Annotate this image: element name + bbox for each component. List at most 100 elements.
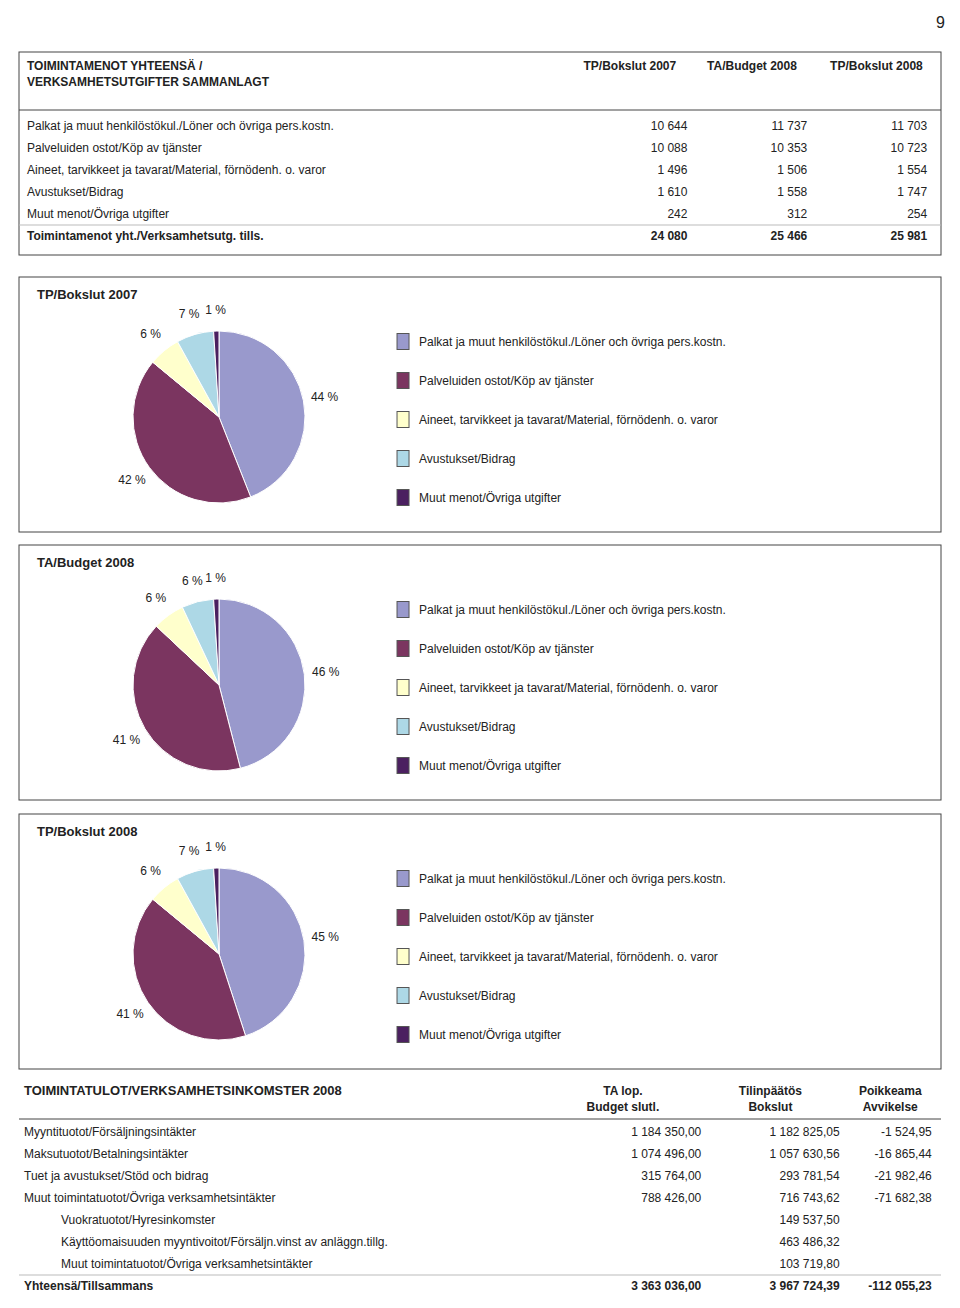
legend-swatch bbox=[397, 641, 409, 657]
cell-value: 315 764,00 bbox=[641, 1169, 701, 1183]
cell-value: 103 719,80 bbox=[780, 1257, 840, 1271]
row-label: Myyntituotot/Försäljningsintäkter bbox=[24, 1125, 196, 1139]
cell-value: 1 074 496,00 bbox=[631, 1147, 701, 1161]
legend-swatch bbox=[397, 451, 409, 467]
cell-value: 1 747 bbox=[897, 185, 927, 199]
cell-value: 1 182 825,05 bbox=[770, 1125, 840, 1139]
legend-swatch bbox=[397, 719, 409, 735]
legend: Palkat ja muut henkilöstökul./Löner och … bbox=[397, 871, 726, 1043]
cell-value: 254 bbox=[907, 207, 927, 221]
data-label: 44 % bbox=[311, 390, 339, 404]
row-label: Käyttöomaisuuden myyntivoitot/Försäljn.v… bbox=[61, 1235, 388, 1249]
cell-value: -16 865,44 bbox=[874, 1147, 932, 1161]
legend: Palkat ja muut henkilöstökul./Löner och … bbox=[397, 602, 726, 774]
cell-value: 242 bbox=[667, 207, 687, 221]
cell-value: 1 558 bbox=[777, 185, 807, 199]
panel-border bbox=[19, 545, 941, 800]
row-divider bbox=[19, 1275, 941, 1276]
cell-value: 293 781,54 bbox=[780, 1169, 840, 1183]
legend-swatch bbox=[397, 490, 409, 506]
column-header: Poikkeama bbox=[859, 1084, 922, 1098]
expenses-table: TOIMINTAMENOT YHTEENSÄ /VERKSAMHETSUTGIF… bbox=[19, 52, 941, 255]
cell-value: 149 537,50 bbox=[780, 1213, 840, 1227]
cell-value: 24 080 bbox=[651, 229, 688, 243]
column-header: TP/Bokslut 2007 bbox=[583, 59, 676, 73]
pie-panel: TP/Bokslut 200845 %41 %6 %7 %1 %Palkat j… bbox=[19, 814, 941, 1069]
data-label: 41 % bbox=[113, 733, 141, 747]
pie-title: TP/Bokslut 2008 bbox=[37, 824, 137, 839]
legend-swatch bbox=[397, 871, 409, 887]
pie-slice bbox=[178, 868, 219, 954]
row-label: Toimintamenot yht./Verksamhetsutg. tills… bbox=[27, 229, 264, 243]
legend-label: Palkat ja muut henkilöstökul./Löner och … bbox=[419, 335, 726, 349]
legend-label: Muut menot/Övriga utgifter bbox=[419, 1028, 561, 1042]
row-label: Aineet, tarvikkeet ja tavarat/Material, … bbox=[27, 163, 326, 177]
pie-panel: TA/Budget 200846 %41 %6 %6 %1 %Palkat ja… bbox=[19, 545, 941, 800]
cell-value: 788 426,00 bbox=[641, 1191, 701, 1205]
table-border bbox=[19, 52, 941, 255]
data-label: 6 % bbox=[140, 864, 161, 878]
panel-border bbox=[19, 814, 941, 1069]
data-label: 1 % bbox=[205, 571, 226, 585]
cell-value: 312 bbox=[787, 207, 807, 221]
cell-value: 10 353 bbox=[771, 141, 808, 155]
cell-value: 1 496 bbox=[657, 163, 687, 177]
row-label: Muut menot/Övriga utgifter bbox=[27, 207, 169, 221]
data-label: 46 % bbox=[312, 665, 340, 679]
page-number: 9 bbox=[936, 14, 945, 31]
column-header: TA/Budget 2008 bbox=[707, 59, 797, 73]
cell-value: 1 057 630,56 bbox=[770, 1147, 840, 1161]
cell-value: 1 184 350,00 bbox=[631, 1125, 701, 1139]
legend-label: Avustukset/Bidrag bbox=[419, 452, 516, 466]
legend-swatch bbox=[397, 373, 409, 389]
row-label: Yhteensä/Tillsammans bbox=[24, 1279, 153, 1293]
column-header: TA lop. bbox=[603, 1084, 642, 1098]
legend-label: Avustukset/Bidrag bbox=[419, 720, 516, 734]
cell-value: 463 486,32 bbox=[780, 1235, 840, 1249]
legend-label: Aineet, tarvikkeet ja tavarat/Material, … bbox=[419, 681, 718, 695]
legend-label: Avustukset/Bidrag bbox=[419, 989, 516, 1003]
legend-swatch bbox=[397, 602, 409, 618]
data-label: 45 % bbox=[311, 930, 339, 944]
data-label: 6 % bbox=[140, 327, 161, 341]
data-label: 1 % bbox=[205, 303, 226, 317]
cell-value: 10 723 bbox=[890, 141, 927, 155]
cell-value: 10 644 bbox=[651, 119, 688, 133]
cell-value: -71 682,38 bbox=[874, 1191, 932, 1205]
row-label: Muut toimintatuotot/Övriga verksamhetsin… bbox=[24, 1191, 275, 1205]
income-table: TOIMINTATULOT/VERKSAMHETSINKOMSTER 2008 T… bbox=[19, 1083, 941, 1293]
pie-slice bbox=[214, 331, 219, 417]
cell-value: 1 610 bbox=[657, 185, 687, 199]
row-label: Muut toimintatuotot/Övriga verksamhetsin… bbox=[61, 1257, 312, 1271]
row-label: Vuokratuotot/Hyresinkomster bbox=[61, 1213, 215, 1227]
legend-swatch bbox=[397, 949, 409, 965]
data-label: 41 % bbox=[116, 1007, 144, 1021]
cell-value: -112 055,23 bbox=[868, 1279, 932, 1293]
page: 9 TOIMINTAMENOT YHTEENSÄ /VERKSAMHETSUTGI… bbox=[0, 0, 960, 1308]
legend-label: Palkat ja muut henkilöstökul./Löner och … bbox=[419, 603, 726, 617]
cell-value: 3 363 036,00 bbox=[631, 1279, 701, 1293]
cell-value: 11 737 bbox=[771, 119, 807, 133]
cell-value: 10 088 bbox=[651, 141, 688, 155]
data-label: 7 % bbox=[179, 844, 200, 858]
cell-value: -1 524,95 bbox=[881, 1125, 932, 1139]
data-label: 6 % bbox=[182, 574, 203, 588]
pie-slices bbox=[133, 599, 305, 771]
row-label: Palkat ja muut henkilöstökul./Löner och … bbox=[27, 119, 334, 133]
column-header: Budget slutl. bbox=[587, 1100, 660, 1114]
column-header: Tilinpäätös bbox=[739, 1084, 802, 1098]
legend-label: Aineet, tarvikkeet ja tavarat/Material, … bbox=[419, 413, 718, 427]
pie-slice bbox=[178, 331, 219, 417]
cell-value: 25 466 bbox=[771, 229, 808, 243]
panel-border bbox=[19, 277, 941, 532]
background bbox=[0, 0, 960, 1308]
legend-label: Aineet, tarvikkeet ja tavarat/Material, … bbox=[419, 950, 718, 964]
pie-slice bbox=[214, 868, 219, 954]
legend: Palkat ja muut henkilöstökul./Löner och … bbox=[397, 334, 726, 506]
legend-swatch bbox=[397, 334, 409, 350]
legend-label: Palveluiden ostot/Köp av tjänster bbox=[419, 374, 594, 388]
legend-label: Palveluiden ostot/Köp av tjänster bbox=[419, 911, 594, 925]
legend-swatch bbox=[397, 758, 409, 774]
table-title: TOIMINTATULOT/VERKSAMHETSINKOMSTER 2008 bbox=[24, 1083, 342, 1098]
header-divider bbox=[19, 1119, 941, 1120]
